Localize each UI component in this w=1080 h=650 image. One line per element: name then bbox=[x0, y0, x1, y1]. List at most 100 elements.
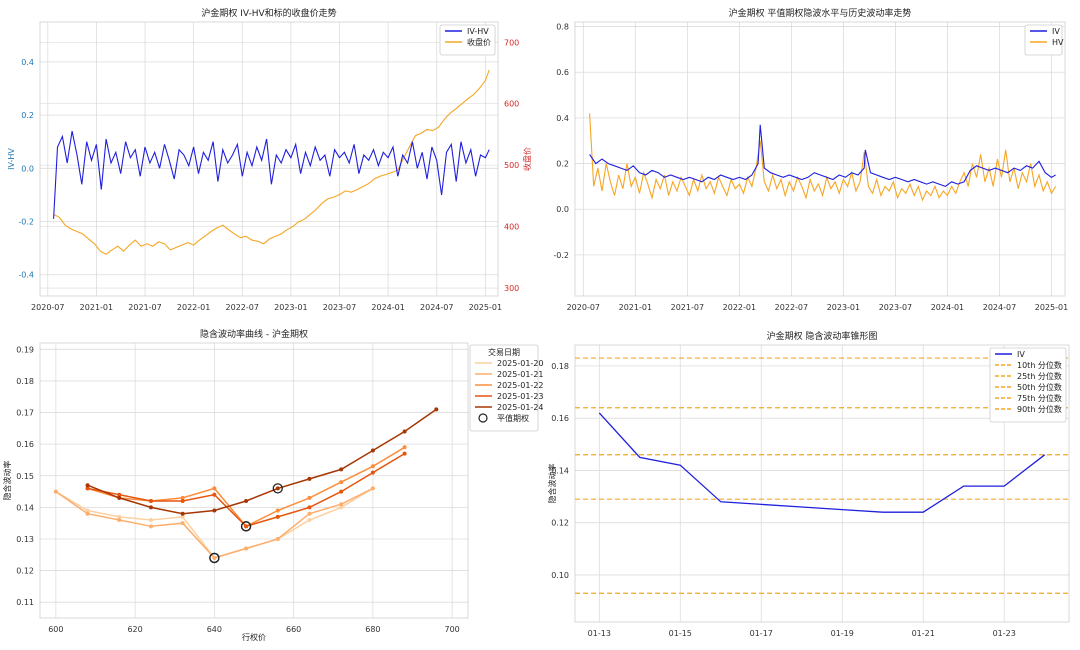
ivhv-chart-title: 沪金期权 IV-HV和标的收盘价走势 bbox=[201, 7, 336, 19]
ivhv-chart-ytick-label: 0.2 bbox=[21, 111, 34, 120]
smile-chart-point bbox=[180, 499, 185, 504]
vol-cone-chart-series-iv bbox=[598, 412, 1046, 513]
smile-chart-ytick-label: 0.18 bbox=[16, 377, 34, 386]
vol-cone-chart-legend-label: IV bbox=[1017, 350, 1025, 359]
smile-chart-point bbox=[307, 518, 312, 523]
smile-chart-point bbox=[180, 521, 185, 526]
ivhv-chart-ytick-label: 600 bbox=[504, 100, 519, 109]
vol-cone-chart-legend-box bbox=[989, 347, 1067, 423]
smile-chart-ylabel: 隐含波动率 bbox=[2, 461, 12, 501]
smile-chart-point bbox=[117, 514, 122, 519]
ivhv-chart-xtick-label: 2025-01 bbox=[469, 303, 502, 312]
ivhv-chart-legend-box bbox=[439, 24, 496, 56]
vol-cone-chart-legend-label: 10th 分位数 bbox=[1017, 360, 1062, 370]
iv-hv-level-chart-xtick-label: 2021-07 bbox=[671, 303, 704, 312]
vol-cone-chart-ylabel: 隐含波动率 bbox=[547, 464, 557, 504]
smile-chart-point bbox=[434, 407, 439, 412]
ivhv-chart-ytick-label: 300 bbox=[504, 284, 519, 293]
iv-hv-level-chart-legend-label: HV bbox=[1052, 38, 1064, 47]
iv-hv-level-chart-xtick-label: 2023-01 bbox=[827, 303, 860, 312]
vol-cone-chart-xtick-label: 01-15 bbox=[669, 629, 692, 638]
smile-chart-atm-marker bbox=[209, 552, 220, 564]
iv-hv-level-chart-xtick-label: 2022-07 bbox=[775, 303, 808, 312]
smile-chart-point bbox=[117, 518, 122, 523]
vol-cone-chart-frame bbox=[574, 344, 1070, 623]
smile-chart-point bbox=[212, 492, 217, 497]
smile-chart-ytick-label: 0.11 bbox=[16, 598, 34, 607]
iv-hv-level-chart-xtick-label: 2020-07 bbox=[567, 303, 600, 312]
smile-chart-legend-marker bbox=[478, 413, 488, 423]
smile-chart-point bbox=[339, 502, 344, 507]
smile-chart-point bbox=[148, 518, 153, 523]
vol-cone-chart-xtick-label: 01-23 bbox=[993, 629, 1016, 638]
smile-chart-series-line bbox=[87, 408, 437, 515]
vol-cone-chart-ytick-label: 0.10 bbox=[551, 571, 569, 580]
smile-chart-atm-marker bbox=[240, 521, 252, 532]
smile-chart-ytick-label: 0.17 bbox=[16, 409, 34, 418]
smile-chart-point bbox=[307, 511, 312, 516]
iv-hv-level-chart-ytick-label: -0.2 bbox=[553, 251, 569, 260]
iv-hv-level-chart-ytick-label: 0.8 bbox=[556, 23, 569, 32]
iv-hv-level-chart-series-hv bbox=[589, 113, 1057, 202]
smile-chart-point bbox=[370, 464, 375, 469]
smile-chart-point bbox=[85, 483, 90, 488]
smile-chart-point bbox=[402, 445, 407, 450]
smile-chart-legend-label: 2025-01-24 bbox=[497, 403, 544, 412]
smile-chart-point bbox=[117, 492, 122, 497]
smile-chart-legend-label: 平值期权 bbox=[497, 413, 529, 423]
smile-chart-ytick-label: 0.13 bbox=[16, 535, 34, 544]
iv-hv-level-chart-xtick-label: 2025-01 bbox=[1035, 303, 1068, 312]
ivhv-chart-xtick-label: 2023-01 bbox=[274, 303, 307, 312]
smile-chart-ytick-label: 0.19 bbox=[16, 345, 34, 354]
vol-cone-chart-xtick-label: 01-17 bbox=[750, 629, 773, 638]
smile-chart-point bbox=[402, 451, 407, 456]
ivhv-chart-y2label: 收盘价 bbox=[522, 147, 532, 171]
vol-cone-chart-xtick-label: 01-21 bbox=[912, 629, 935, 638]
smile-chart-xtick-label: 600 bbox=[48, 625, 63, 634]
smile-chart-point bbox=[370, 448, 375, 453]
smile-chart-point bbox=[212, 555, 217, 560]
ivhv-chart-series-ivhv bbox=[53, 130, 490, 219]
iv-hv-level-chart-frame bbox=[574, 21, 1066, 297]
smile-chart-point bbox=[307, 476, 312, 481]
iv-hv-level-chart-series-iv bbox=[589, 124, 1056, 188]
smile-chart-ytick-label: 0.16 bbox=[16, 440, 34, 449]
smile-chart-point bbox=[148, 505, 153, 510]
iv-hv-level-chart-ytick-label: 0.0 bbox=[556, 205, 569, 214]
ivhv-chart-ytick-label: -0.2 bbox=[18, 218, 34, 227]
vol-cone-chart-ytick-label: 0.14 bbox=[551, 466, 569, 475]
smile-chart-point bbox=[212, 486, 217, 491]
smile-chart-point bbox=[307, 495, 312, 500]
smile-chart-ytick-label: 0.12 bbox=[16, 567, 34, 576]
smile-chart-point bbox=[53, 489, 58, 494]
smile-chart-point bbox=[85, 486, 90, 491]
iv-hv-level-chart-xtick-label: 2023-07 bbox=[879, 303, 912, 312]
smile-chart-legend-label: 2025-01-20 bbox=[497, 359, 544, 368]
smile-chart-xtick-label: 680 bbox=[365, 625, 380, 634]
ivhv-chart-xtick-label: 2024-07 bbox=[420, 303, 453, 312]
vol-cone-chart-ytick-label: 0.18 bbox=[551, 362, 569, 371]
smile-chart-point bbox=[148, 524, 153, 529]
smile-chart-point bbox=[244, 499, 249, 504]
ivhv-chart-frame bbox=[39, 21, 499, 297]
vol-cone-chart-xtick-label: 01-19 bbox=[831, 629, 854, 638]
smile-chart-point bbox=[244, 546, 249, 551]
iv-hv-level-chart-xtick-label: 2022-01 bbox=[723, 303, 756, 312]
ivhv-chart-ytick-label: 400 bbox=[504, 223, 519, 232]
iv-hv-level-chart-title: 沪金期权 平值期权隐波水平与历史波动率走势 bbox=[729, 7, 912, 19]
ivhv-chart-xtick-label: 2022-07 bbox=[226, 303, 259, 312]
ivhv-chart-ylabel: IV-HV bbox=[7, 148, 16, 170]
smile-chart-point bbox=[212, 508, 217, 513]
smile-chart-legend-label: 2025-01-21 bbox=[497, 370, 544, 379]
smile-chart-legend-label: 2025-01-23 bbox=[497, 392, 544, 401]
ivhv-chart-ytick-label: 500 bbox=[504, 161, 519, 170]
iv-hv-level-chart-ytick-label: 0.4 bbox=[556, 114, 569, 123]
ivhv-chart-ytick-label: -0.4 bbox=[18, 271, 34, 280]
smile-chart-point bbox=[275, 486, 280, 491]
ivhv-chart-xtick-label: 2021-07 bbox=[128, 303, 161, 312]
smile-chart-point bbox=[339, 505, 344, 510]
smile-chart-point bbox=[307, 505, 312, 510]
vol-cone-chart-legend-label: 50th 分位数 bbox=[1017, 382, 1062, 392]
